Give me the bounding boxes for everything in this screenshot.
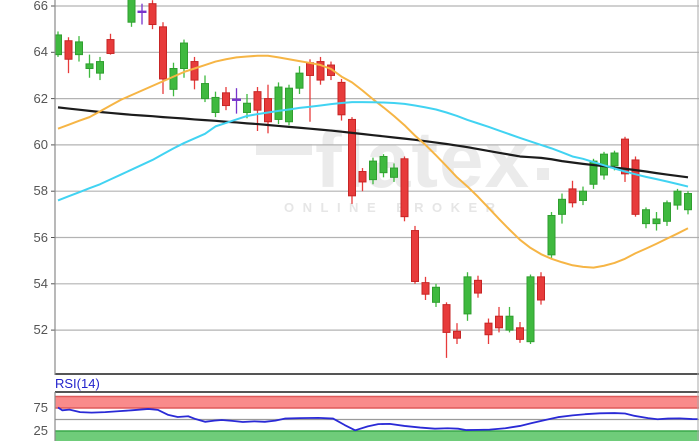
candle-body (558, 198, 566, 215)
candle-body (631, 159, 640, 215)
candle-body (379, 155, 388, 174)
candle-body (505, 315, 514, 331)
overbought-band (55, 396, 699, 408)
sma-medium-orange (57, 54, 689, 269)
candle-body (201, 83, 209, 100)
candle-body (106, 39, 115, 54)
rsi-line (57, 406, 699, 432)
candle-body (621, 138, 629, 175)
flatex-logo-dot (536, 168, 549, 180)
candle-body (55, 34, 62, 56)
candle-body (148, 3, 157, 26)
candle-body (547, 215, 556, 256)
candle-body (327, 64, 335, 76)
candle-body (463, 276, 472, 315)
candle-body (180, 42, 188, 70)
flatex-logo-dash (256, 143, 312, 155)
candle-body (85, 63, 94, 70)
candle-body (453, 330, 461, 339)
candle-body (684, 193, 692, 211)
candle-body (243, 102, 251, 113)
candle-body (369, 160, 377, 181)
candle-body (285, 87, 293, 123)
candle-body (484, 322, 493, 336)
sma-slow-black (57, 106, 689, 179)
candle-body (306, 62, 314, 76)
candle-body (442, 304, 451, 333)
candle-body (526, 276, 535, 343)
candle-body (348, 118, 356, 197)
candle-body (610, 152, 619, 167)
candle-body (432, 286, 440, 303)
candle-body (411, 230, 419, 282)
candle-body (495, 315, 503, 329)
candle-body (390, 167, 398, 178)
candle-body (64, 40, 73, 60)
rsi-panel (55, 395, 699, 441)
candle-body (222, 92, 230, 107)
candle-body (211, 96, 220, 113)
oversold-band (55, 431, 699, 441)
candlestick-series (55, 0, 692, 358)
candle-body (537, 276, 545, 301)
candle-body (642, 209, 650, 225)
candle-body (96, 61, 104, 74)
watermark-tagline: ONLINE BROKER (284, 200, 504, 215)
candle-body (568, 188, 577, 204)
candle-body (652, 218, 661, 225)
candle-body (337, 81, 346, 116)
candle-body (274, 86, 283, 120)
candle-body (127, 0, 136, 23)
candle-body (400, 158, 409, 218)
candle-body (579, 190, 587, 201)
candle-body (673, 190, 682, 206)
candle-body (190, 61, 199, 81)
candle-body (253, 91, 262, 111)
candle-body (474, 279, 482, 294)
candle-body (421, 282, 430, 295)
sma-fast-cyan (57, 101, 689, 202)
candle-body (516, 327, 524, 340)
candle-body (358, 171, 367, 183)
candle-body (663, 202, 671, 222)
candle-body (159, 26, 167, 80)
candle-body (316, 61, 325, 81)
candle-body (169, 68, 178, 90)
candle-body (295, 72, 304, 89)
candle-body (75, 41, 83, 56)
candle-body (264, 98, 272, 123)
